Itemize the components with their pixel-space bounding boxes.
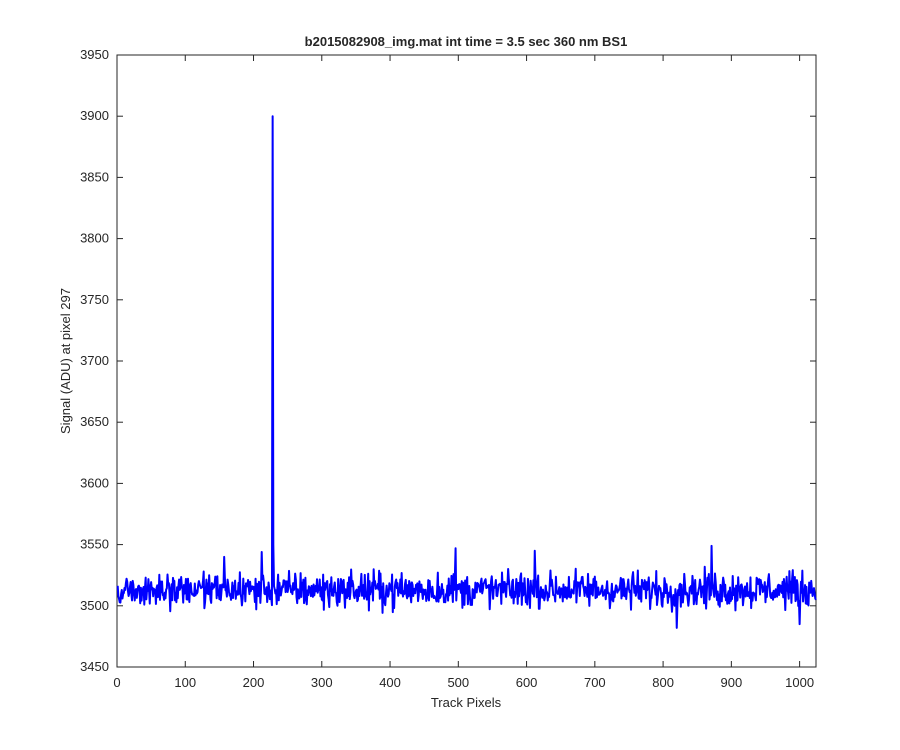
- plot-area: [116, 54, 817, 668]
- x-tick-label: 900: [721, 675, 743, 690]
- x-tick-label: 1000: [785, 675, 814, 690]
- x-tick-label: 100: [174, 675, 196, 690]
- x-tick-label: 800: [652, 675, 674, 690]
- x-axis-ticks: 0 100 200 300 400 500 600 700 800 900 1000: [113, 55, 814, 690]
- y-tick-label: 3900: [80, 108, 109, 123]
- y-tick-label: 3650: [80, 414, 109, 429]
- y-tick-label: 3850: [80, 169, 109, 184]
- y-tick-label: 3700: [80, 353, 109, 368]
- y-tick-label: 3800: [80, 231, 109, 246]
- x-tick-label: 200: [243, 675, 265, 690]
- y-tick-label: 3550: [80, 537, 109, 552]
- y-tick-label: 3450: [80, 659, 109, 674]
- x-tick-label: 300: [311, 675, 333, 690]
- x-axis-label: Track Pixels: [431, 695, 502, 710]
- chart-title: b2015082908_img.mat int time = 3.5 sec 3…: [305, 34, 628, 49]
- y-tick-label: 3950: [80, 47, 109, 62]
- y-tick-label: 3750: [80, 292, 109, 307]
- series-line: [116, 115, 817, 629]
- x-tick-label: 0: [113, 675, 120, 690]
- x-tick-label: 700: [584, 675, 606, 690]
- x-tick-label: 600: [516, 675, 538, 690]
- y-tick-label: 3500: [80, 598, 109, 613]
- x-tick-label: 400: [379, 675, 401, 690]
- y-axis-ticks: 3450 3500 3550 3600 3650 3700 3750 3800 3850 3900…: [80, 47, 816, 674]
- axes-box: [116, 54, 817, 668]
- y-tick-label: 3600: [80, 475, 109, 490]
- x-tick-label: 500: [447, 675, 469, 690]
- y-axis-label: Signal (ADU) at pixel 297: [58, 288, 73, 434]
